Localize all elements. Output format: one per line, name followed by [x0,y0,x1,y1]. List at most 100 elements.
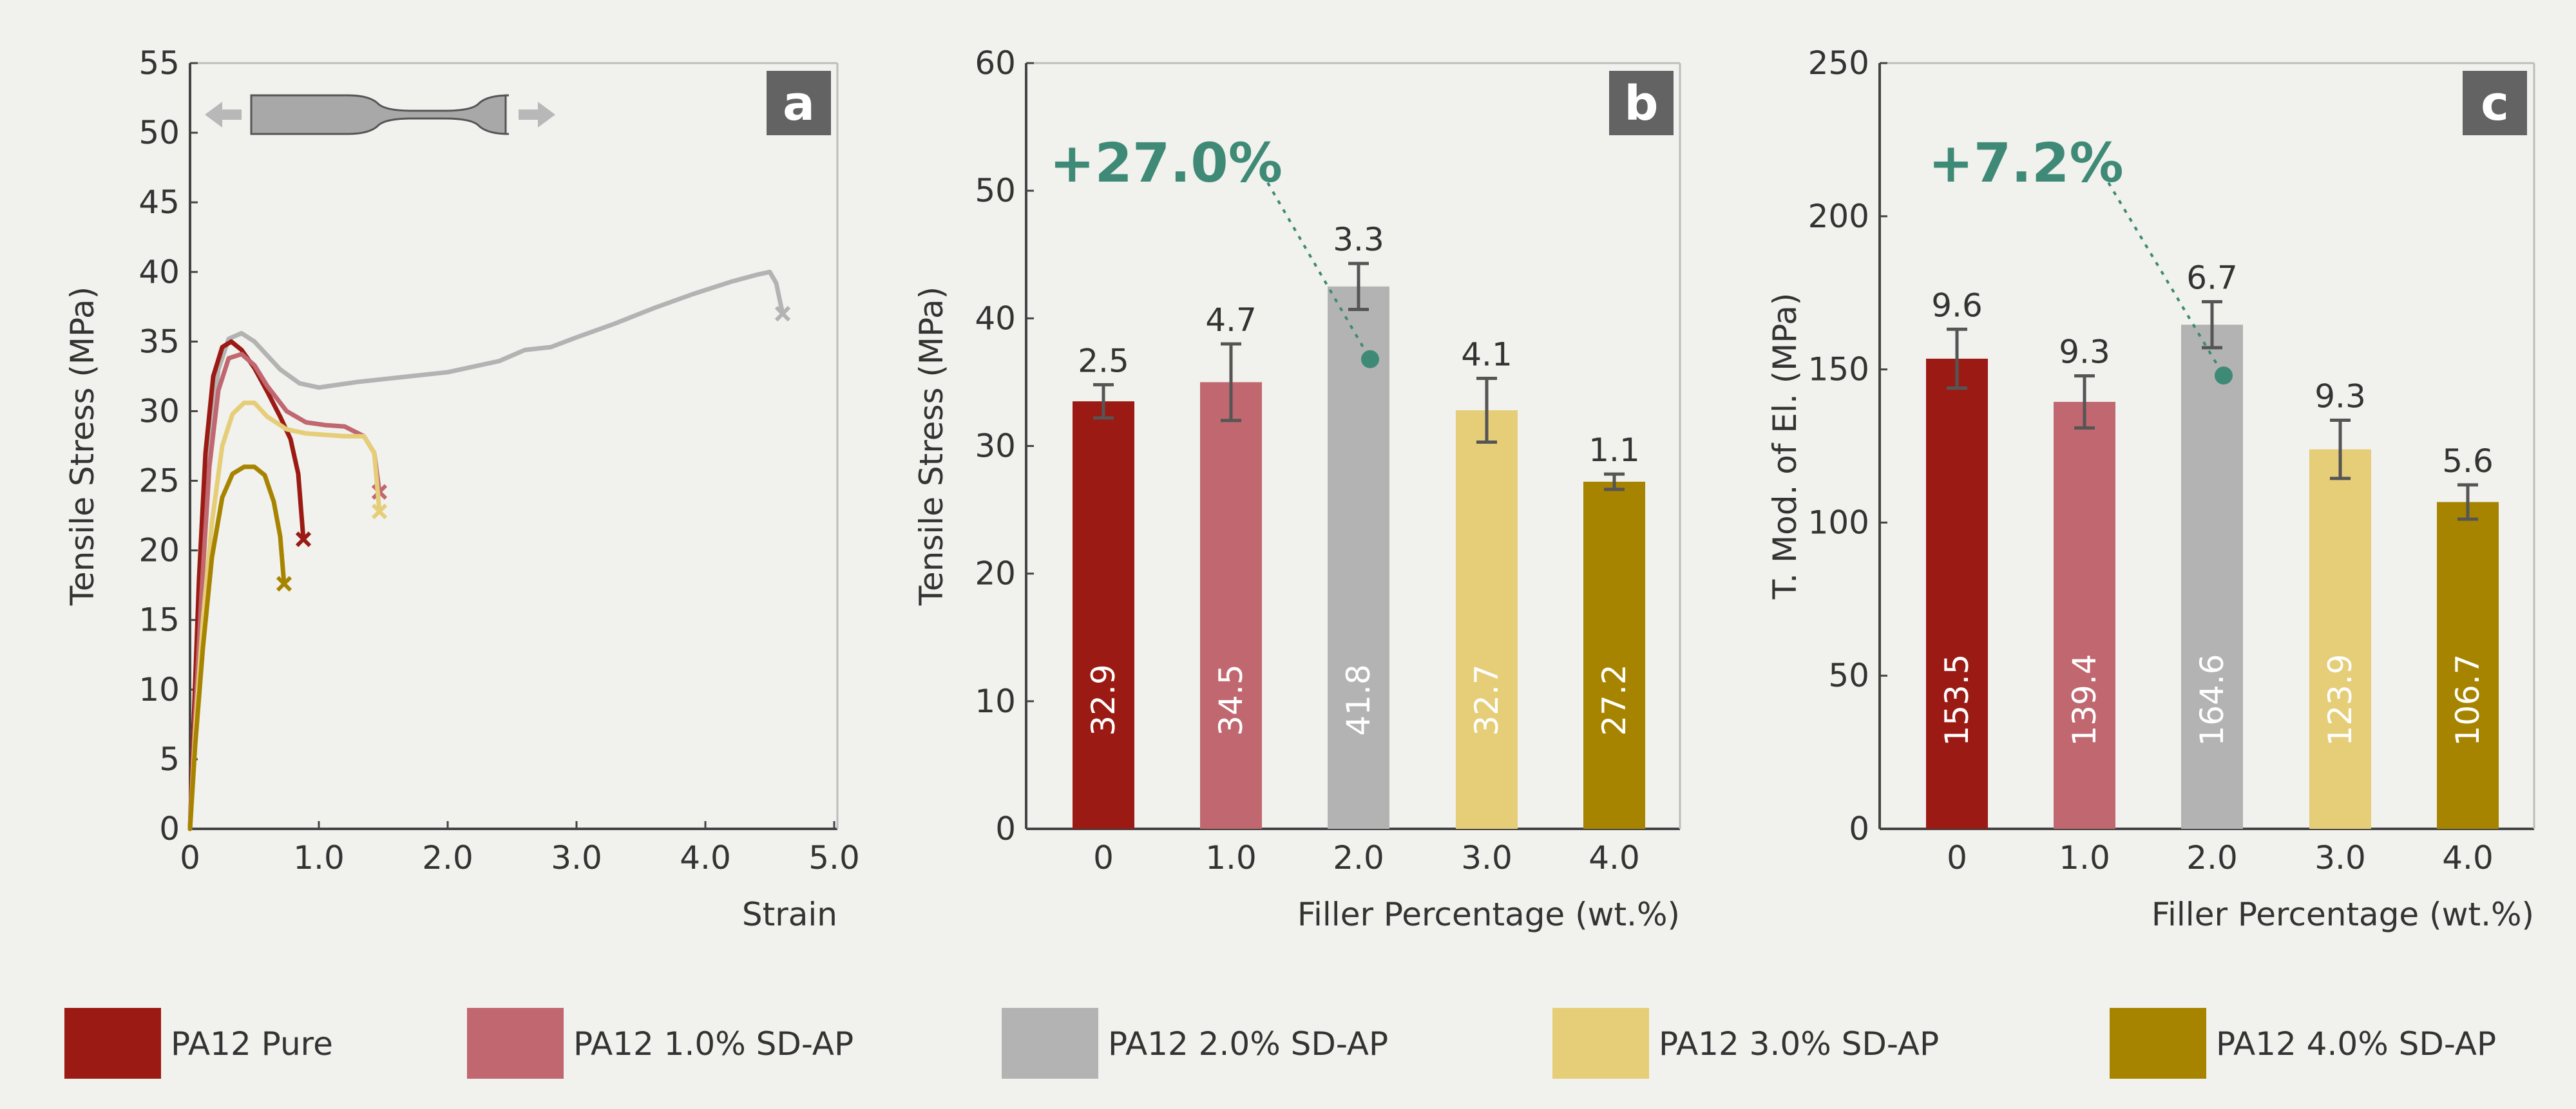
legend-swatch-0 [64,1008,161,1079]
panel-b-value-label: 32.9 [1085,664,1122,735]
panel-b-error-bar [1221,342,1241,422]
panel-a-label: a [783,76,815,131]
panel-c-y-tick-label: 150 [1808,351,1869,388]
panel-c-y-tick-label: 200 [1808,198,1869,235]
panel-c-x-tick-label: 0 [1947,839,1967,877]
panel-c-error-bar [2074,374,2095,430]
panel-a-y-tick-label: 5 [159,741,180,778]
panel-b-label-box [1609,71,1674,135]
legend-swatch-1 [467,1008,564,1079]
panel-a-curve-1 [187,339,306,831]
legend-label-0: PA12 Pure [171,1025,333,1063]
panel-c-y-tick-label: 250 [1808,44,1869,82]
legend-label-2: PA12 2.0% SD-AP [1108,1025,1388,1063]
panel-c-bar [2309,449,2371,829]
panel-a-label-box [767,71,831,135]
panel-a-x-tick-label: 2.0 [422,839,473,877]
panel-c-y-tick-label: 0 [1849,810,1869,848]
legend-swatch-3 [1552,1008,1649,1079]
panel-b-x-tick-label: 1.0 [1205,839,1257,877]
panel-b-x-tick-label: 2.0 [1333,839,1384,877]
panel-c-label-box [2463,71,2527,135]
panel-a-break-marker [774,306,791,322]
right-arrow-icon [519,102,555,128]
legend-label-4: PA12 4.0% SD-AP [2216,1025,2496,1063]
panel-c-value-label: 139.4 [2066,654,2103,746]
panel-c-value-label: 123.9 [2322,654,2359,746]
specimen-dogbone-icon [205,94,555,135]
panel-c-error-bar [2457,483,2478,521]
panel-a-curve-0 [187,269,785,831]
panel-b-y-tick-label: 50 [975,172,1016,209]
panel-b-y-tick-label: 60 [975,44,1016,82]
panel-c-value-label: 164.6 [2193,654,2231,746]
legend-swatch-4 [2110,1008,2206,1079]
panel-b-annotation-marker [1361,350,1379,368]
panel-b-bar [1583,481,1645,829]
panel-b-annotation-text: +27.0% [1049,131,1283,194]
panel-b-error-label: 2.5 [1078,342,1129,379]
panel-a-y-tick-label: 50 [138,114,180,151]
panel-a-x-tick-label: 4.0 [680,839,731,877]
panel-a-y-tick-label: 35 [138,323,180,360]
panel-c-y-tick-label: 100 [1808,504,1869,541]
panel-c-error-bar [1947,327,1967,390]
panel-c-error-bar [2202,299,2222,350]
legend-label-1: PA12 1.0% SD-AP [573,1025,854,1063]
panel-a-x-axis-label: Strain [742,896,837,933]
panel-b-error-label: 4.1 [1461,336,1512,373]
specimen-shape [250,94,510,135]
panel-a-curve-3 [187,400,382,831]
panel-c-error-label: 9.3 [2059,334,2110,371]
panel-b-bar [1200,382,1262,829]
panel-b-value-label: 34.5 [1212,664,1250,735]
panel-b-y-tick-label: 30 [975,428,1016,465]
panel-c-x-tick-label: 1.0 [2059,839,2110,877]
panel-b-bar [1328,286,1389,829]
panel-b-bar [1456,410,1518,829]
panel-c-error-label: 9.3 [2314,378,2366,415]
panel-b-label: b [1625,76,1659,131]
panel-c-value-label: 106.7 [2449,654,2486,746]
legend-swatch-2 [1002,1008,1098,1079]
panel-a-y-tick-label: 55 [138,44,180,82]
panel-c-x-tick-label: 2.0 [2186,839,2238,877]
panel-b-tensile-stress-bar-chart: 0 10 20 30 40 50 60 Tensile Stress (MPa) Filler … [913,44,1681,933]
panel-b-value-label: 41.8 [1340,664,1377,735]
panel-a-y-tick-label: 40 [138,253,180,290]
panel-c-y-axis-label: T. Mod. of El. (MPa) [1766,293,1804,600]
panel-c-bar [2181,325,2243,829]
panel-b-error-label: 3.3 [1333,221,1384,258]
panel-a-curve-4 [187,464,287,831]
panel-b-x-tick-label: 4.0 [1589,839,1640,877]
panel-c-error-label: 6.7 [2186,259,2238,296]
panel-a-x-tick-label: 5.0 [808,839,860,877]
panel-b-y-tick-label: 20 [975,555,1016,592]
legend-label-3: PA12 3.0% SD-AP [1659,1025,1939,1063]
panel-b-y-tick-label: 0 [995,810,1016,848]
panel-c-y-tick-label: 50 [1828,657,1869,694]
panel-a-break-marker [295,531,312,547]
panel-b-annotation-leader [1261,173,1371,360]
panel-a-y-tick-label: 30 [138,392,180,430]
panel-c-label: c [2481,76,2509,131]
panel-b-error-bar [1093,383,1114,420]
panel-c-bar [2054,402,2115,829]
panel-b-value-label: 27.2 [1596,664,1633,735]
legend: PA12 Pure PA12 1.0% SD-AP PA12 2.0% SD-AP P… [64,1008,2496,1079]
panel-c-annotation-marker [2215,366,2233,385]
panel-a-x-tick-label: 0 [180,839,200,877]
panel-c-value-label: 153.5 [1938,654,1976,746]
panel-a-y-axis-label: Tensile Stress (MPa) [64,287,101,606]
panel-a-y-tick-label: 0 [159,810,180,848]
panel-a-x-tick-label: 3.0 [551,839,602,877]
panel-a-break-marker [371,503,388,520]
panel-a-y-tick-label: 20 [138,532,180,569]
panel-a-curve-2 [187,352,382,831]
panel-b-y-tick-label: 10 [975,683,1016,720]
panel-a-y-tick-label: 25 [138,462,180,500]
panel-c-bar [1926,358,1988,829]
panel-b-x-tick-label: 0 [1093,839,1114,877]
panel-b-value-label: 32.7 [1468,664,1505,735]
